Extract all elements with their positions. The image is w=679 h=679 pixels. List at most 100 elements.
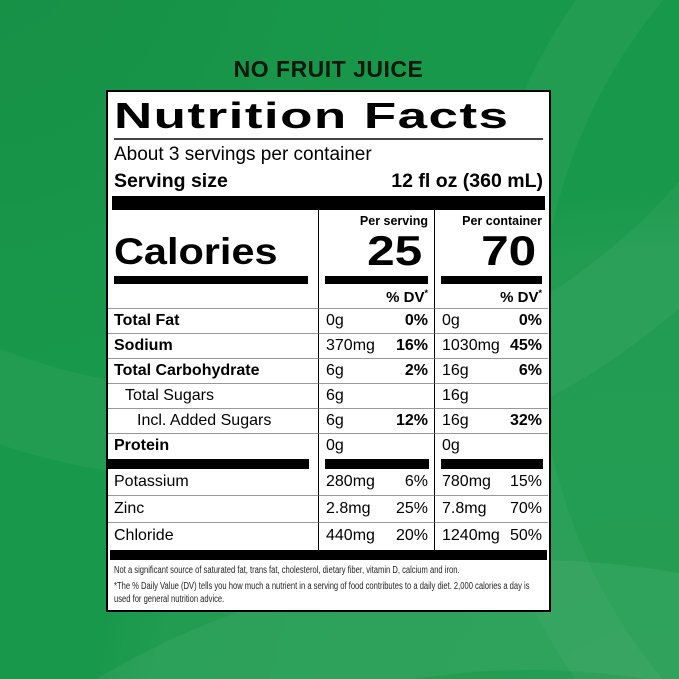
nutrient-row-potassium: Potassium 280mg 6% 780mg 15% [108, 469, 549, 496]
per-container-amount: 16g [442, 362, 469, 379]
thick-divider-bar [112, 196, 545, 210]
calories-left-column: Calories [108, 210, 318, 309]
calories-per-container-value: 70 [481, 227, 537, 274]
nutrient-row-total-sugars: Total Sugars 6g 16g [108, 384, 549, 409]
per-serving-cell: 6g [318, 384, 434, 409]
per-serving-cell: 2.8mg 25% [318, 496, 434, 523]
per-container-amount: 1240mg [442, 527, 500, 544]
no-fruit-juice-banner: NO FRUIT JUICE [233, 56, 424, 82]
per-container-header: Per container [462, 214, 542, 228]
percent-dv-text: % DV [500, 289, 539, 306]
per-serving-cell: 0g [318, 434, 434, 459]
per-serving-dv: 2% [404, 362, 428, 379]
per-serving-cell: 6g 2% [318, 359, 434, 384]
per-container-dv: 15% [509, 473, 542, 490]
footnotes: Not a significant source of saturated fa… [108, 560, 549, 606]
nutrient-row-total-carbohydrate: Total Carbohydrate 6g 2% 16g 6% [108, 359, 549, 384]
calories-per-serving-value: 25 [367, 227, 423, 274]
per-serving-column: Per serving 25 % DV* [318, 210, 434, 309]
per-serving-dv: 20% [395, 527, 428, 544]
per-container-cell: 16g 6% [434, 359, 548, 384]
nutrient-row-sodium: Sodium 370mg 16% 1030mg 45% [108, 334, 549, 359]
footnote-daily-value: *The % Daily Value (DV) tells you how mu… [114, 581, 530, 605]
per-container-cell: 0g 0% [434, 309, 548, 334]
per-serving-amount: 280mg [326, 473, 375, 490]
nutrient-name: Total Carbohydrate [108, 359, 318, 384]
per-serving-amount: 2.8mg [326, 500, 371, 517]
bar-segment [434, 459, 548, 469]
nutrient-row-protein: Protein 0g 0g [108, 434, 549, 459]
bottom-thick-bar [110, 550, 547, 560]
nutrition-facts-label: Nutrition Facts About 3 servings per con… [106, 90, 551, 612]
percent-dv-text: % DV [386, 289, 425, 306]
nutrient-row-added-sugars: Incl. Added Sugars 6g 12% 16g 32% [108, 409, 549, 434]
spacer [114, 284, 318, 307]
nutrition-facts-title: Nutrition Facts [114, 95, 510, 136]
per-container-cell: 0g [434, 434, 548, 459]
nutrient-row-zinc: Zinc 2.8mg 25% 7.8mg 70% [108, 496, 549, 523]
nutrient-name: Total Fat [108, 309, 318, 334]
bar-segment [108, 459, 318, 469]
serving-size-value: 12 fl oz (360 mL) [391, 170, 543, 192]
per-serving-cell: 370mg 16% [318, 334, 434, 359]
per-serving-dv: 16% [395, 337, 428, 354]
nutrient-name: Incl. Added Sugars [108, 409, 318, 434]
per-container-amount: 1030mg [442, 337, 500, 354]
spacer [114, 210, 318, 228]
per-serving-cell: 280mg 6% [318, 469, 434, 496]
footnote-not-significant: Not a significant source of saturated fa… [114, 565, 460, 576]
per-container-dv: 50% [509, 527, 542, 544]
title-rule [114, 138, 543, 140]
per-serving-amount: 6g [326, 412, 344, 429]
per-serving-amount: 0g [326, 437, 344, 454]
per-container-dv: 70% [509, 500, 542, 517]
calories-section: Calories Per serving 25 % DV* Per contai… [108, 210, 549, 309]
bar-segment [318, 459, 434, 469]
per-container-amount: 0g [442, 437, 460, 454]
per-serving-cell: 0g 0% [318, 309, 434, 334]
per-container-column: Per container 70 % DV* [434, 210, 548, 309]
nutrient-name: Zinc [108, 496, 318, 523]
per-container-dv: 45% [509, 337, 542, 354]
nutrient-name: Sodium [108, 334, 318, 359]
per-serving-cell: 6g 12% [318, 409, 434, 434]
per-container-cell: 16g 32% [434, 409, 548, 434]
calories-underbar [441, 276, 542, 284]
calories-underbar [325, 276, 428, 284]
per-container-dv: 6% [518, 362, 542, 379]
per-serving-dv: 12% [395, 412, 428, 429]
per-container-dv: 0% [518, 312, 542, 329]
nutrient-name: Potassium [108, 469, 318, 496]
section-divider-bar [108, 459, 549, 469]
serving-size-row: Serving size 12 fl oz (360 mL) [114, 168, 543, 194]
per-container-amount: 16g [442, 412, 469, 429]
per-serving-dv: 0% [404, 312, 428, 329]
per-serving-amount: 370mg [326, 337, 375, 354]
nutrient-row-total-fat: Total Fat 0g 0% 0g 0% [108, 309, 549, 334]
per-container-cell: 780mg 15% [434, 469, 548, 496]
per-serving-amount: 440mg [326, 527, 375, 544]
per-serving-dv: 6% [404, 473, 428, 490]
calories-label: Calories [114, 231, 278, 272]
per-serving-header: Per serving [359, 214, 428, 228]
nutrient-name: Chloride [114, 527, 174, 544]
per-serving-amount: 0g [326, 312, 344, 329]
percent-dv-header: % DV* [435, 284, 548, 307]
per-container-amount: 16g [442, 387, 469, 404]
per-container-cell: 1240mg 50% [434, 523, 548, 550]
per-serving-cell: 440mg 20% [318, 523, 434, 550]
label-header: Nutrition Facts About 3 servings per con… [108, 92, 549, 194]
per-container-amount: 7.8mg [442, 500, 487, 517]
per-container-cell: 7.8mg 70% [434, 496, 548, 523]
nutrient-row-chloride: Chloride 440mg 20% 1240mg 50% [108, 523, 549, 550]
per-container-dv: 32% [509, 412, 542, 429]
dv-asterisk: * [538, 288, 542, 298]
percent-dv-header: % DV* [319, 284, 434, 307]
dv-asterisk: * [424, 288, 428, 298]
calories-underbar [114, 276, 308, 284]
per-container-cell: 1030mg 45% [434, 334, 548, 359]
per-container-amount: 0g [442, 312, 460, 329]
serving-size-label: Serving size [114, 170, 228, 192]
per-serving-dv: 25% [395, 500, 428, 517]
